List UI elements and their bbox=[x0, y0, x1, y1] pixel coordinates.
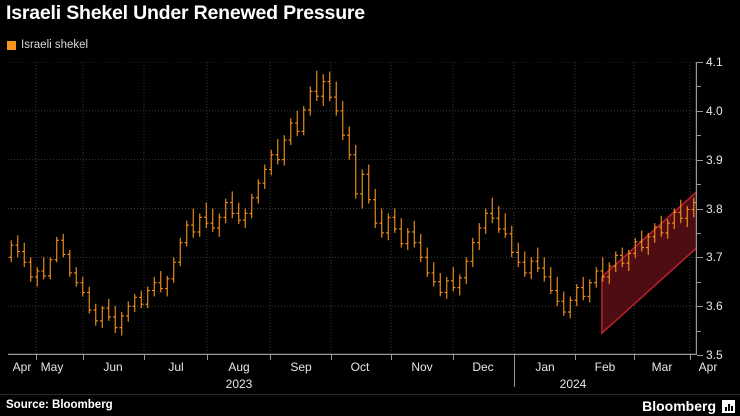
x-tick-mark bbox=[83, 355, 84, 360]
x-tick-label: Sep bbox=[290, 360, 312, 374]
x-tick-label: Apr bbox=[698, 360, 718, 374]
x-axis-year-label: 2023 bbox=[225, 377, 253, 391]
y-tick-mark-minor bbox=[697, 257, 701, 259]
x-tick-label: Apr bbox=[12, 360, 32, 374]
x-tick-mark bbox=[144, 355, 145, 360]
y-tick-mark-minor bbox=[697, 184, 701, 186]
x-year-divider bbox=[514, 355, 515, 387]
x-tick-label: Mar bbox=[651, 360, 673, 374]
y-tick-label: 4.0 bbox=[706, 103, 723, 118]
x-tick-mark bbox=[634, 355, 635, 360]
x-tick-label: Dec bbox=[472, 360, 494, 374]
y-tick-label: 3.7 bbox=[706, 250, 723, 265]
x-tick-label: Jan bbox=[535, 360, 555, 374]
x-tick-mark bbox=[391, 355, 392, 360]
x-tick-mark bbox=[207, 355, 208, 360]
chart-svg bbox=[8, 62, 697, 355]
footer-divider bbox=[0, 394, 740, 395]
y-tick-mark-minor bbox=[697, 110, 701, 112]
y-tick-label: 3.9 bbox=[706, 152, 723, 167]
x-tick-label: May bbox=[40, 360, 64, 374]
x-tick-mark bbox=[690, 355, 691, 360]
y-tick-label: 3.6 bbox=[706, 299, 723, 314]
y-tick-mark-minor bbox=[697, 281, 701, 283]
x-tick-label: Jul bbox=[168, 360, 184, 374]
x-axis-year-label: 2024 bbox=[559, 377, 587, 391]
x-tick-label: Aug bbox=[228, 360, 250, 374]
x-tick-label: Oct bbox=[350, 360, 370, 374]
source-label: Source: Bloomberg bbox=[6, 399, 113, 411]
y-tick-mark-minor bbox=[697, 135, 701, 137]
x-tick-mark bbox=[270, 355, 271, 360]
page-title: Israeli Shekel Under Renewed Pressure bbox=[6, 2, 365, 24]
x-tick-mark bbox=[453, 355, 454, 360]
y-tick-mark-minor bbox=[697, 159, 701, 161]
x-tick-label: Feb bbox=[594, 360, 616, 374]
x-tick-mark bbox=[575, 355, 576, 360]
x-tick-label: Nov bbox=[411, 360, 433, 374]
x-tick-label: Jun bbox=[103, 360, 123, 374]
y-tick-mark-minor bbox=[697, 86, 701, 88]
x-tick-mark bbox=[331, 355, 332, 360]
square-marker-icon bbox=[7, 40, 16, 50]
y-tick-mark-minor bbox=[697, 62, 701, 63]
chart-legend: Israeli shekel bbox=[7, 39, 88, 51]
y-tick-mark-minor bbox=[697, 232, 701, 234]
y-tick-mark-minor bbox=[697, 306, 701, 308]
legend-item-label: Israeli shekel bbox=[21, 39, 89, 51]
plot-area bbox=[8, 62, 697, 355]
brand-label: Bloomberg bbox=[642, 398, 716, 414]
y-tick-label: 3.8 bbox=[706, 201, 723, 216]
y-tick-label: 4.1 bbox=[706, 55, 723, 69]
bloomberg-bars-icon bbox=[722, 400, 735, 413]
x-tick-mark bbox=[36, 355, 37, 360]
y-tick-mark bbox=[697, 355, 703, 356]
y-tick-mark-minor bbox=[697, 208, 701, 210]
y-tick-label: 3.5 bbox=[706, 348, 723, 362]
y-tick-mark-minor bbox=[697, 330, 701, 332]
